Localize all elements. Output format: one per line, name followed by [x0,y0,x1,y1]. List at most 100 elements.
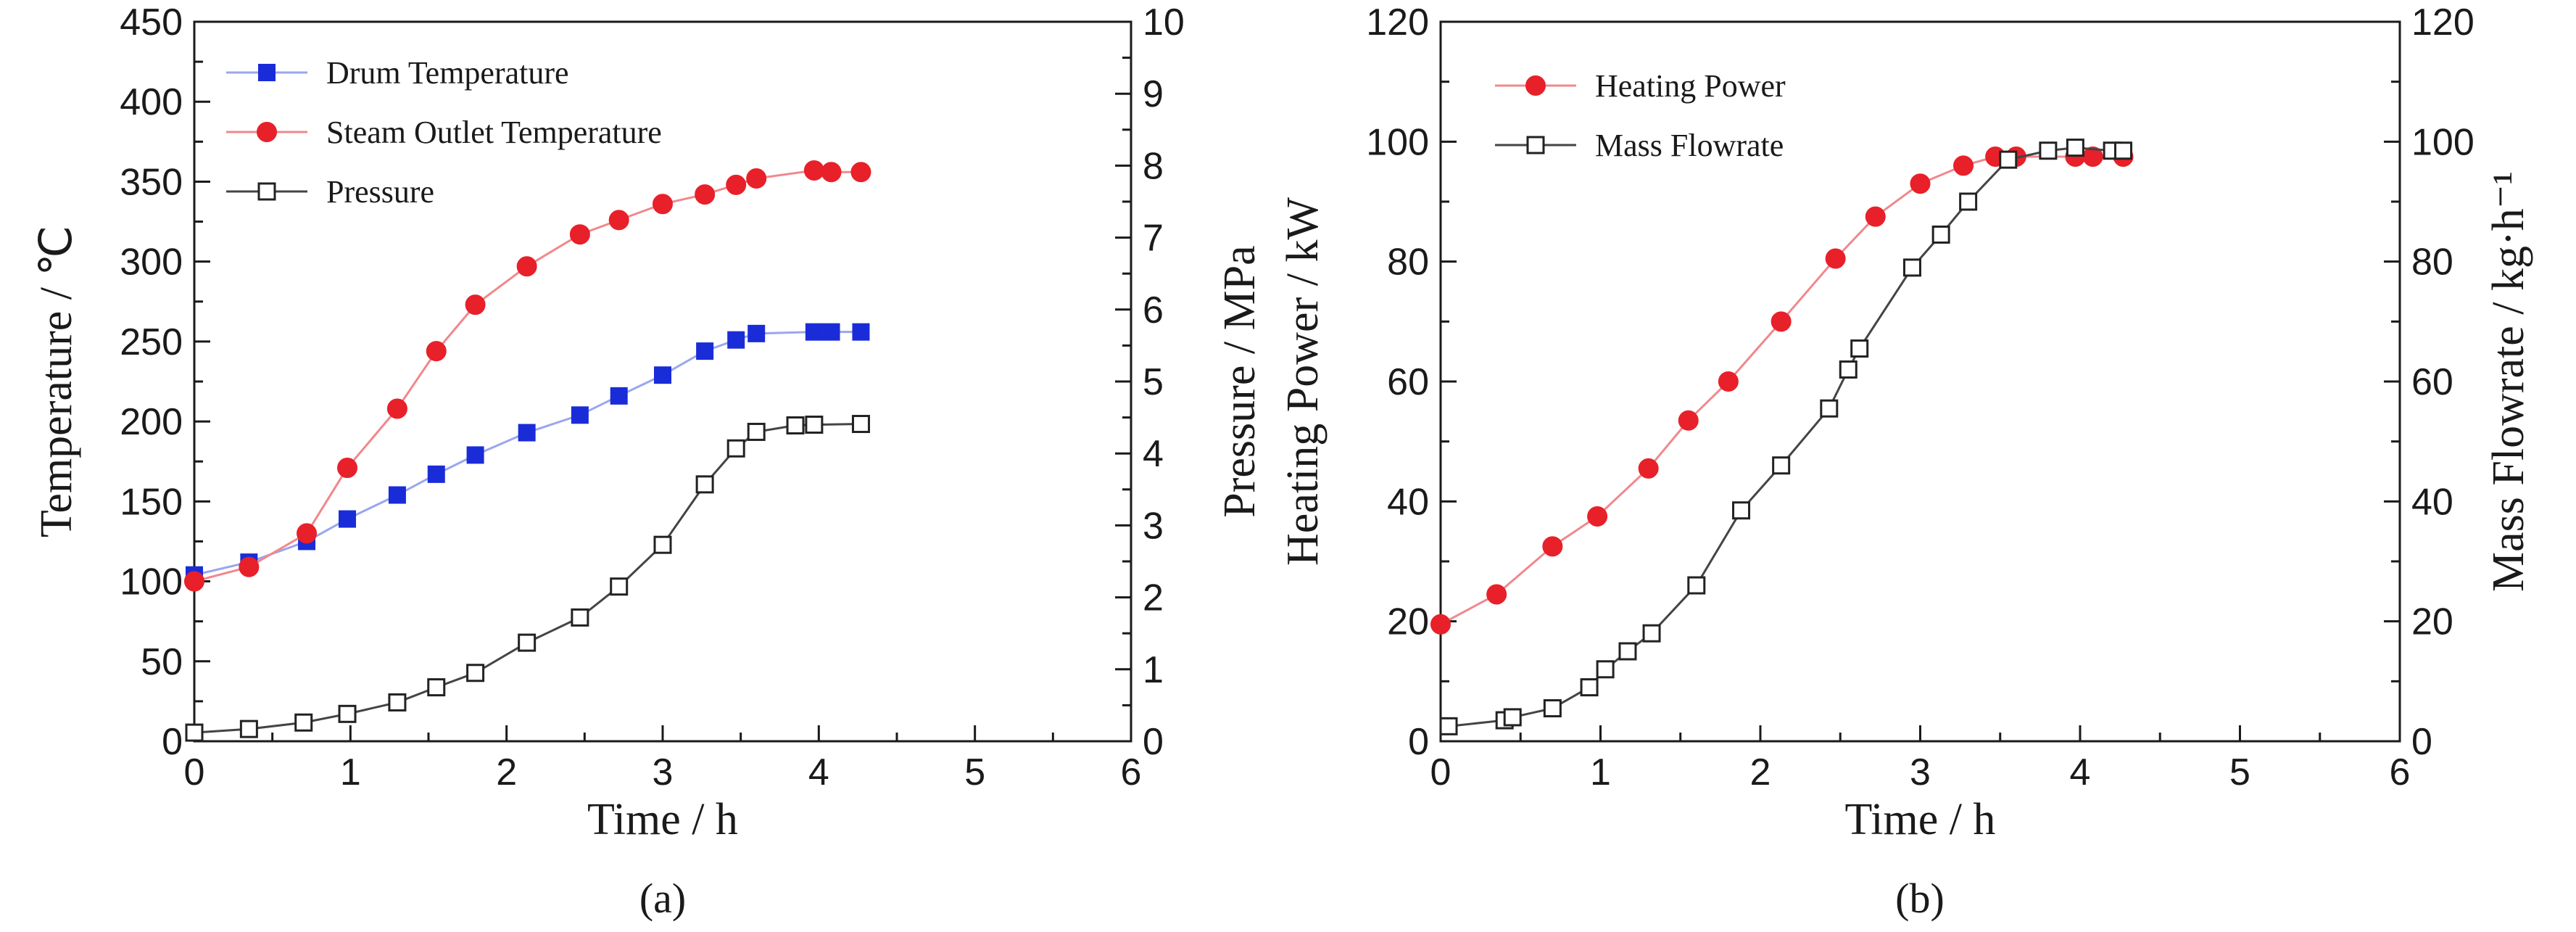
data-point [1959,192,1978,211]
y-left-tick-label: 80 [1387,242,1429,284]
series-steam-outlet-temperature [184,160,871,592]
series-line [1448,147,2124,727]
legend-entry: Steam Outlet Temperature [226,115,662,150]
data-point [726,174,747,195]
legend-label: Pressure [326,174,434,210]
x-tick-label: 1 [340,751,361,793]
legend-entry: Drum Temperature [226,55,569,91]
data-point [610,387,628,405]
x-tick-label: 5 [2229,751,2250,793]
data-point [1902,258,1921,277]
data-point [1596,660,1615,679]
legend-label: Mass Flowrate [1595,128,1784,163]
data-point [339,510,357,528]
data-point [1503,708,1522,727]
x-tick-label: 6 [1121,751,1142,793]
data-point [727,331,745,349]
series-line [194,169,861,583]
data-point [338,704,357,723]
y-left-tick-label: 350 [120,161,183,203]
y-right-tick-label: 120 [2411,1,2474,44]
data-point [294,713,313,732]
x-axis-title: Time / h [587,795,738,844]
legend-entry: Heating Power [1495,68,1786,104]
data-point [805,323,823,341]
data-point [696,342,714,360]
y-right-tick-label: 80 [2411,242,2453,284]
data-point [1953,155,1974,176]
data-point [1678,410,1699,431]
data-point [608,210,629,231]
y-right-tick-label: 4 [1143,433,1164,475]
data-point [2114,141,2133,160]
data-point [726,439,745,458]
data-point [2066,139,2084,157]
data-point [653,535,672,554]
y-left-tick-label: 20 [1387,601,1429,643]
x-tick-label: 3 [1910,751,1931,793]
data-point [1439,717,1458,735]
data-point [184,571,204,592]
legend-marker [1525,75,1546,96]
legend-label: Heating Power [1595,68,1786,104]
data-point [518,424,536,442]
y-left-tick-label: 300 [120,242,183,284]
y-right-tick-label: 100 [2411,121,2474,163]
y-left-axis-title: Temperature / ℃ [32,226,81,537]
data-point [1687,576,1706,595]
y-right-tick-label: 2 [1143,577,1164,619]
y-right-tick-label: 6 [1143,289,1164,331]
y-left-tick-label: 100 [120,561,183,603]
x-tick-label: 4 [808,751,829,793]
y-left-tick-label: 450 [120,1,183,44]
data-point [569,224,590,245]
data-point [571,406,589,424]
data-point [239,719,258,738]
legend-entry: Mass Flowrate [1495,128,1784,163]
y-right-tick-label: 1 [1143,649,1164,691]
x-tick-label: 2 [496,751,517,793]
y-right-tick-label: 8 [1143,145,1164,187]
data-point [388,486,406,504]
data-point [386,398,407,419]
y-left-tick-label: 50 [141,641,183,683]
x-tick-label: 6 [2390,751,2411,793]
y-right-tick-label: 7 [1143,218,1164,260]
data-point [1865,206,1886,227]
data-point [1825,248,1846,269]
data-point [516,256,537,277]
x-tick-label: 5 [964,751,985,793]
data-point [747,324,766,342]
y-left-axis-title: Heating Power / kW [1278,197,1328,566]
data-point [851,415,870,434]
data-point [239,556,260,577]
data-point [518,633,537,652]
data-point [1587,506,1608,527]
x-tick-label: 4 [2070,751,2091,793]
series-pressure [185,415,870,742]
x-tick-label: 0 [184,751,205,793]
legend-marker [257,122,277,142]
series-line [194,423,861,734]
legend-marker [258,64,276,81]
data-point [1732,501,1751,520]
y-right-tick-label: 40 [2411,481,2453,523]
series-line [194,331,861,577]
y-left-tick-label: 0 [1408,721,1429,763]
data-point [1580,678,1599,697]
y-right-axis-title: Mass Flowrate / kg·h⁻¹ [2484,171,2533,592]
data-point [337,458,358,479]
data-point [185,723,204,742]
legend-marker [1526,136,1545,154]
data-point [852,323,870,341]
y-right-tick-label: 20 [2411,601,2453,643]
y-right-tick-label: 10 [1143,1,1185,44]
y-left-tick-label: 250 [120,321,183,363]
legend-label: Drum Temperature [326,55,569,91]
series-mass-flowrate [1439,139,2133,735]
data-point [746,168,767,189]
data-point [822,323,840,341]
data-point [1642,624,1661,643]
y-left-tick-label: 40 [1387,481,1429,523]
